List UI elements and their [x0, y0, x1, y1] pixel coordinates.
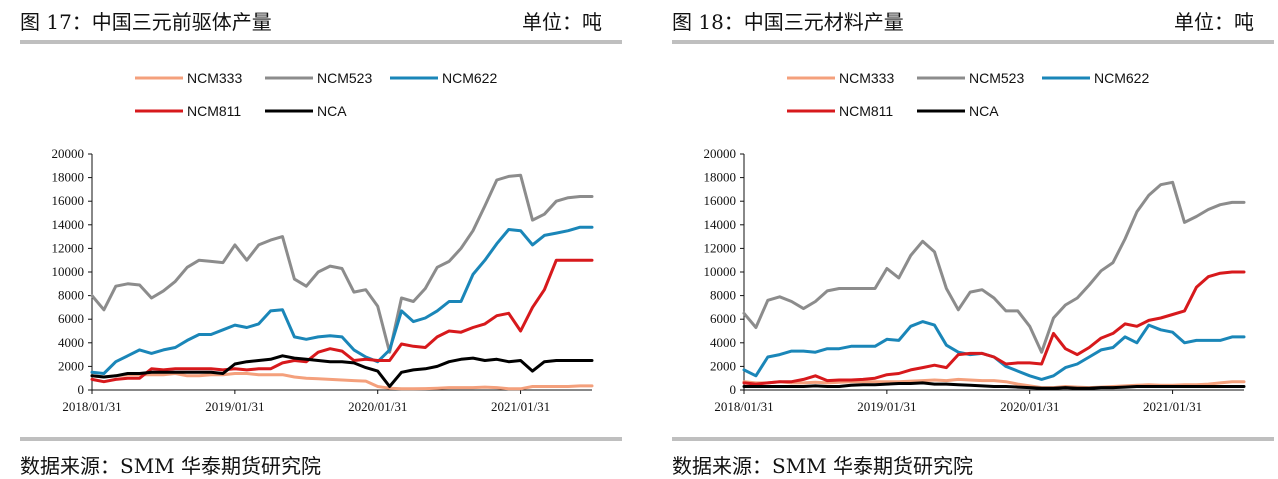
top-divider: [20, 40, 622, 44]
y-tick-label: 10000: [52, 264, 85, 279]
series-line-ncm333: [90, 372, 594, 391]
chart-title: 图 17：中国三元前驱体产量: [20, 10, 272, 34]
series-line-ncm622: [90, 225, 594, 375]
chart-title: 图 18：中国三元材料产量: [672, 10, 904, 34]
series-line-ncm811: [742, 270, 1246, 386]
series-line-ncm523: [742, 180, 1246, 354]
legend-label: NCM811: [839, 103, 893, 119]
y-tick-label: 4000: [710, 335, 736, 350]
bottom-divider: [20, 437, 622, 441]
legend-label: NCM622: [442, 70, 497, 86]
chart-panel-18: 图 18：中国三元材料产量 单位：吨 NCM333 NCM523 NCM622 NCM…: [652, 0, 1274, 478]
unit-label: 单位：吨: [522, 10, 602, 34]
legend-label: NCM523: [969, 70, 1024, 86]
legend-label: NCM333: [839, 70, 894, 86]
legend-label: NCM333: [187, 70, 242, 86]
y-tick-label: 4000: [58, 335, 84, 350]
series-line-ncm622: [742, 320, 1246, 381]
y-tick-label: 12000: [704, 240, 737, 255]
y-tick-label: 6000: [710, 311, 736, 326]
series-line-nca: [742, 381, 1246, 390]
y-tick-label: 18000: [704, 170, 737, 185]
legend-label: NCA: [317, 103, 347, 119]
y-tick-label: 10000: [704, 264, 737, 279]
y-tick-label: 0: [730, 382, 737, 397]
x-tick-label: 2020/01/31: [348, 399, 407, 414]
bottom-divider: [672, 437, 1274, 441]
x-tick-label: 2019/01/31: [205, 399, 264, 414]
x-tick-label: 2019/01/31: [857, 399, 916, 414]
source-note: 数据来源：SMM 华泰期货研究院: [672, 454, 974, 478]
x-tick-label: 2021/01/31: [491, 399, 550, 414]
y-tick-label: 16000: [704, 193, 737, 208]
top-divider: [672, 40, 1274, 44]
y-tick-label: 16000: [52, 193, 85, 208]
y-tick-label: 2000: [58, 358, 84, 373]
y-tick-label: 2000: [710, 358, 736, 373]
series-line-nca: [90, 354, 594, 388]
legend-label: NCM523: [317, 70, 372, 86]
x-tick-label: 2021/01/31: [1143, 399, 1202, 414]
source-note: 数据来源：SMM 华泰期货研究院: [20, 454, 322, 478]
line-chart: NCM333 NCM523 NCM622 NCM811 NCA 0 2000 4000 6000…: [52, 70, 594, 414]
y-tick-label: 6000: [58, 311, 84, 326]
y-tick-label: 0: [78, 382, 85, 397]
unit-label: 单位：吨: [1174, 10, 1254, 34]
line-chart: NCM333 NCM523 NCM622 NCM811 NCA 0 2000 4000 6000…: [704, 70, 1246, 414]
y-tick-label: 14000: [704, 217, 737, 232]
legend-label: NCM811: [187, 103, 241, 119]
y-tick-label: 8000: [58, 288, 84, 303]
x-tick-label: 2020/01/31: [1000, 399, 1059, 414]
x-tick-label: 2018/01/31: [62, 399, 121, 414]
y-tick-label: 8000: [710, 288, 736, 303]
y-tick-label: 14000: [52, 217, 85, 232]
series-line-ncm811: [90, 258, 594, 384]
chart-panel-17: 图 17：中国三元前驱体产量 单位：吨 NCM333 NCM523 NCM622 NC…: [0, 0, 622, 478]
y-tick-label: 12000: [52, 240, 85, 255]
series-line-ncm523: [90, 173, 594, 354]
y-tick-label: 20000: [52, 146, 85, 161]
y-tick-label: 20000: [704, 146, 737, 161]
legend-label: NCM622: [1094, 70, 1149, 86]
x-tick-label: 2018/01/31: [714, 399, 773, 414]
y-tick-label: 18000: [52, 170, 85, 185]
legend-label: NCA: [969, 103, 999, 119]
